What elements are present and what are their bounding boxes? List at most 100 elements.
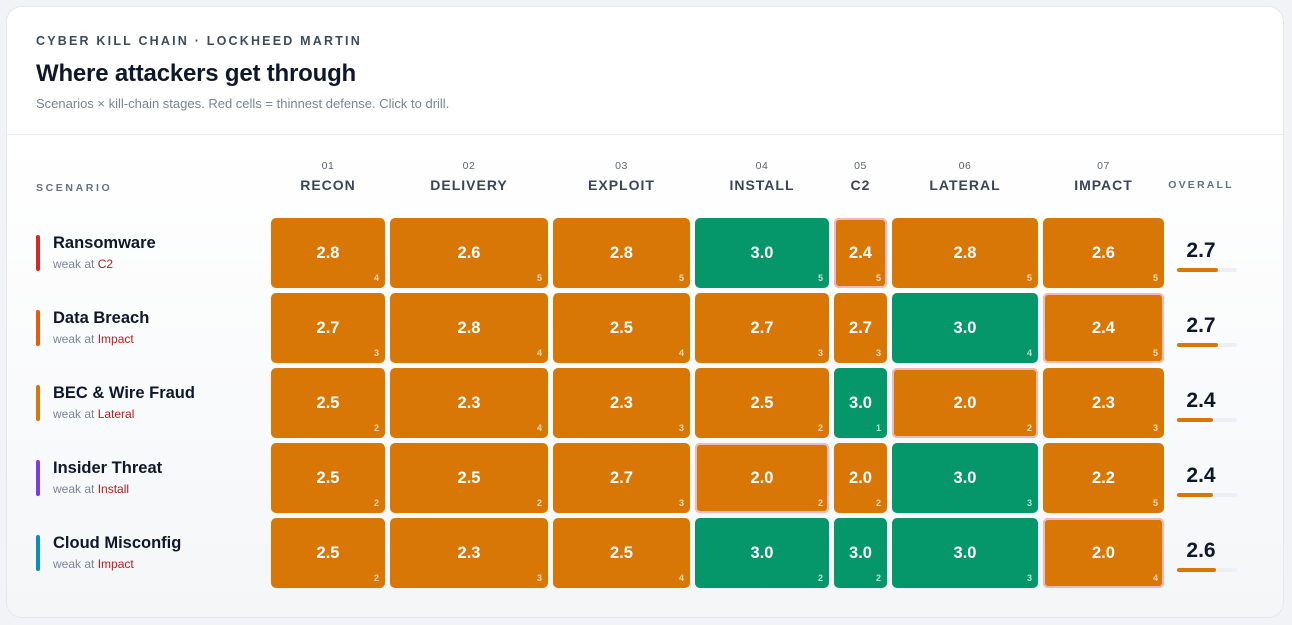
cell-score: 2.6	[1092, 244, 1115, 262]
scenario-row-cloud-misconfig[interactable]: Cloud Misconfig weak at Impact	[36, 518, 256, 588]
cell-count: 4	[536, 348, 542, 358]
cell-score: 3.0	[849, 394, 872, 412]
heatmap-cell[interactable]: 2.2 5	[1043, 443, 1164, 513]
heatmap-cell[interactable]: 2.8 5	[553, 218, 690, 288]
heatmap-cell[interactable]: 3.0 3	[892, 518, 1038, 588]
heatmap-cell[interactable]: 2.5 2	[271, 368, 385, 438]
weak-stage: Install	[97, 482, 130, 496]
cell-count: 3	[1026, 498, 1032, 508]
cell-score: 3.0	[849, 544, 872, 562]
heatmap-cell[interactable]: 2.7 3	[271, 293, 385, 363]
column-label: EXPLOIT	[588, 177, 655, 193]
cell-count: 5	[678, 273, 684, 283]
heatmap-cell[interactable]: 2.0 2	[892, 368, 1038, 438]
heatmap-cell[interactable]: 2.8 4	[271, 218, 385, 288]
heatmap-cell[interactable]: 2.0 2	[834, 443, 887, 513]
cell-count: 3	[536, 573, 542, 583]
overall-bar-fill	[1177, 568, 1216, 572]
scenario-weak-at: weak at Impact	[53, 332, 134, 346]
page-subtitle: Scenarios × kill-chain stages. Red cells…	[36, 96, 450, 111]
overall-bar-track	[1177, 568, 1237, 572]
cell-count: 3	[1026, 573, 1032, 583]
overall-bar-track	[1177, 268, 1237, 272]
cell-score: 3.0	[953, 319, 977, 337]
column-header-install: 04 INSTALL	[695, 160, 829, 193]
overall-value: 2.7	[1186, 239, 1216, 262]
scenario-name: Insider Threat	[53, 459, 163, 477]
column-number: 07	[1097, 160, 1110, 172]
heatmap-cell[interactable]: 3.0 2	[695, 518, 829, 588]
cell-count: 2	[1026, 423, 1032, 433]
cell-score: 3.0	[953, 469, 977, 487]
heatmap-cell[interactable]: 2.3 3	[1043, 368, 1164, 438]
cell-score: 2.7	[849, 319, 872, 337]
cell-count: 5	[1026, 273, 1032, 283]
weak-prefix: weak at	[53, 257, 95, 271]
cell-score: 2.0	[750, 469, 774, 487]
overall-value: 2.6	[1186, 539, 1216, 562]
cell-score: 2.2	[1092, 469, 1115, 487]
cell-count: 3	[373, 348, 379, 358]
heatmap-cell[interactable]: 2.6 5	[1043, 218, 1164, 288]
column-label: LATERAL	[929, 177, 1001, 193]
weak-prefix: weak at	[53, 407, 95, 421]
page-title: Where attackers get through	[36, 60, 356, 87]
heatmap-cell[interactable]: 3.0 4	[892, 293, 1038, 363]
heatmap-cell[interactable]: 2.5 4	[553, 293, 690, 363]
cell-score: 2.6	[457, 244, 481, 262]
heatmap-cell[interactable]: 2.5 4	[553, 518, 690, 588]
weak-stage: C2	[97, 257, 114, 271]
heatmap-cell[interactable]: 2.0 4	[1043, 518, 1164, 588]
cell-score: 2.5	[457, 469, 481, 487]
heatmap-cell[interactable]: 2.8 4	[390, 293, 548, 363]
scenario-row-data-breach[interactable]: Data Breach weak at Impact	[36, 293, 256, 363]
heatmap-cell[interactable]: 3.0 3	[892, 443, 1038, 513]
heatmap-cell[interactable]: 2.3 4	[390, 368, 548, 438]
weak-stage: Impact	[97, 557, 134, 571]
cell-score: 2.4	[849, 244, 872, 262]
heatmap-cell[interactable]: 2.7 3	[553, 443, 690, 513]
cell-score: 2.8	[457, 319, 481, 337]
heatmap-cell[interactable]: 2.6 5	[390, 218, 548, 288]
cell-count: 2	[817, 573, 823, 583]
column-header-recon: 01 RECON	[271, 160, 385, 193]
heatmap-cell[interactable]: 2.5 2	[271, 518, 385, 588]
scenario-color-bar	[36, 460, 40, 496]
overall-bar-fill	[1177, 418, 1213, 422]
heatmap-cell[interactable]: 2.5 2	[271, 443, 385, 513]
cell-count: 5	[875, 273, 881, 283]
cell-score: 2.8	[316, 244, 340, 262]
scenario-row-bec-wire-fraud[interactable]: BEC & Wire Fraud weak at Lateral	[36, 368, 256, 438]
scenario-name: Cloud Misconfig	[53, 534, 182, 552]
cell-score: 2.4	[1092, 319, 1115, 337]
heatmap-cell[interactable]: 2.4 5	[1043, 293, 1164, 363]
scenario-column-header: SCENARIO	[36, 182, 113, 194]
scenario-name: Data Breach	[53, 309, 150, 327]
heatmap-cell[interactable]: 2.3 3	[390, 518, 548, 588]
cell-count: 5	[1152, 498, 1158, 508]
heatmap-cell[interactable]: 3.0 1	[834, 368, 887, 438]
scenario-row-ransomware[interactable]: Ransomware weak at C2	[36, 218, 256, 288]
heatmap-cell[interactable]: 2.5 2	[695, 368, 829, 438]
cell-count: 3	[1152, 423, 1158, 433]
heatmap-cell[interactable]: 2.7 3	[695, 293, 829, 363]
heatmap-cell[interactable]: 2.5 2	[390, 443, 548, 513]
cell-score: 2.3	[457, 544, 481, 562]
cell-count: 2	[536, 498, 542, 508]
scenario-row-insider-threat[interactable]: Insider Threat weak at Install	[36, 443, 256, 513]
heatmap-cell[interactable]: 2.0 2	[695, 443, 829, 513]
heatmap-cell[interactable]: 2.4 5	[834, 218, 887, 288]
heatmap-cell[interactable]: 2.8 5	[892, 218, 1038, 288]
cell-count: 3	[678, 423, 684, 433]
heatmap-cell[interactable]: 2.3 3	[553, 368, 690, 438]
heatmap-cell[interactable]: 3.0 2	[834, 518, 887, 588]
cell-score: 2.7	[610, 469, 633, 487]
scenario-weak-at: weak at C2	[53, 257, 113, 271]
overall-value: 2.4	[1186, 464, 1216, 487]
cell-count: 2	[875, 498, 881, 508]
heatmap-cell[interactable]: 2.7 3	[834, 293, 887, 363]
column-number: 05	[854, 160, 867, 172]
scenario-name: BEC & Wire Fraud	[53, 384, 195, 402]
heatmap-cell[interactable]: 3.0 5	[695, 218, 829, 288]
cell-count: 5	[817, 273, 823, 283]
